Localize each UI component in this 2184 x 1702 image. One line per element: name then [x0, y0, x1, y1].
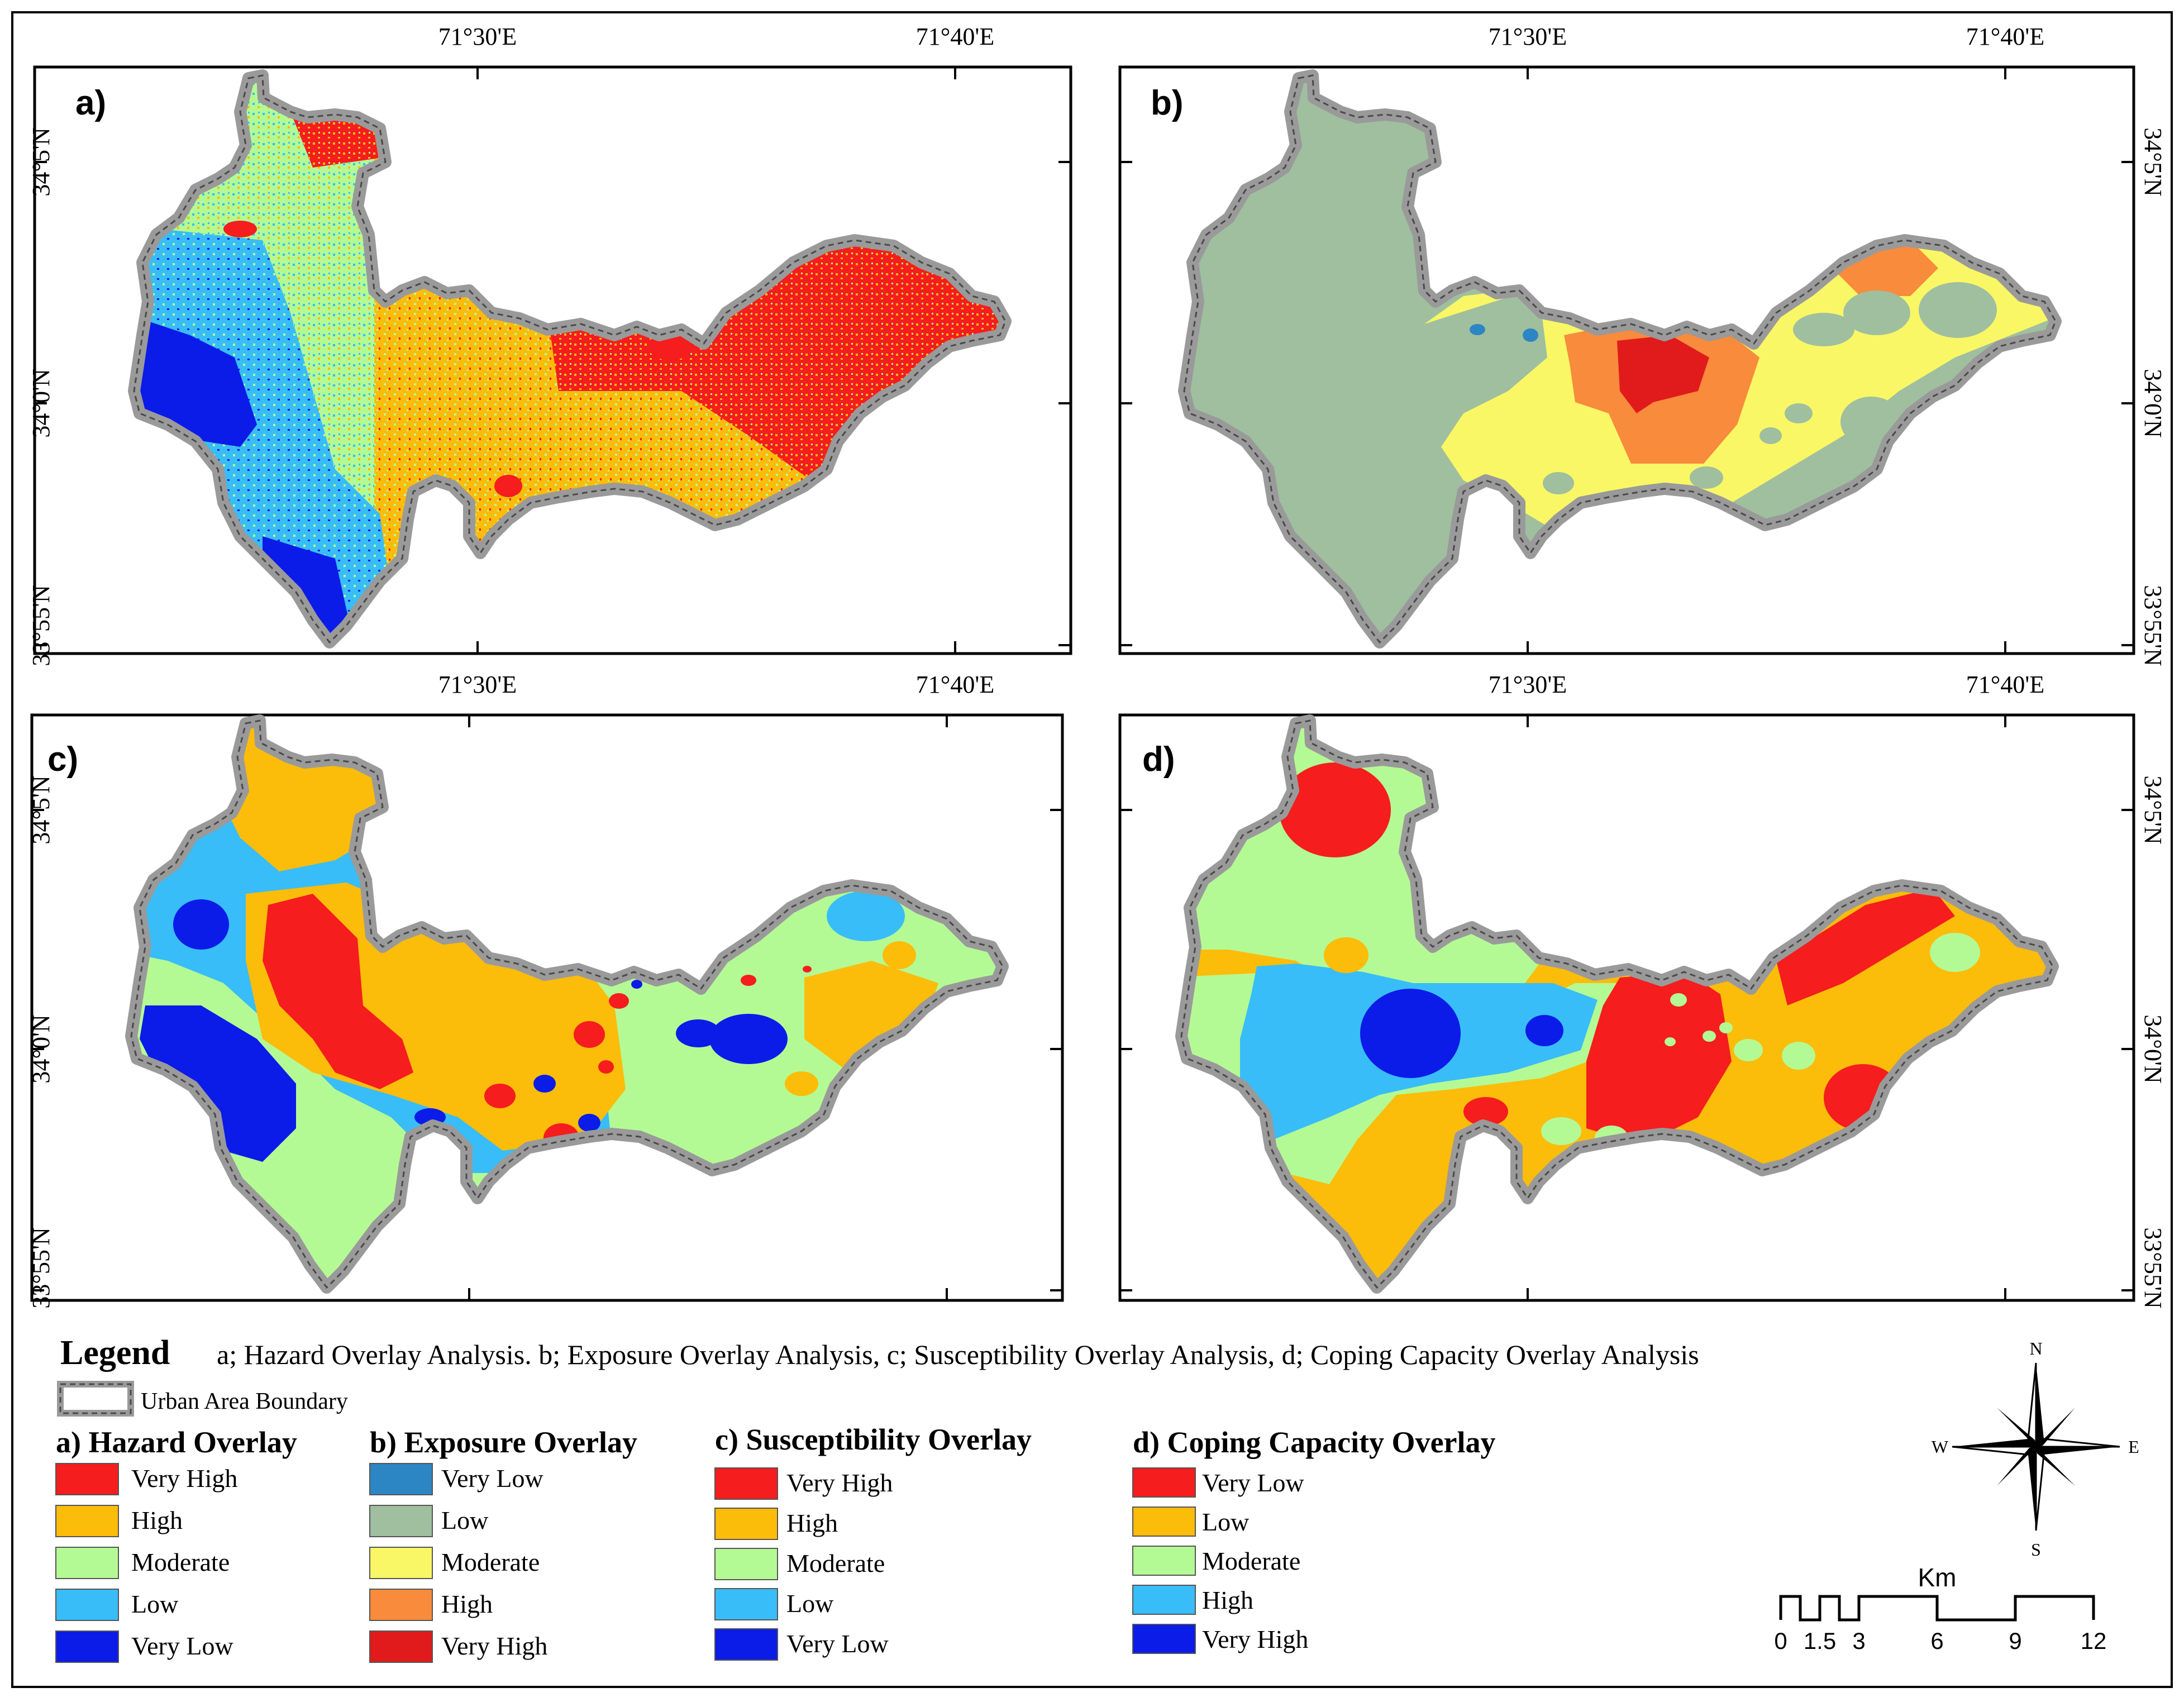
- legend-d-label-very-low: Very Low: [1202, 1469, 1304, 1497]
- scale-bar-line: [1779, 1595, 2095, 1622]
- lat-label-b-55: 33°55'N: [2139, 585, 2167, 666]
- lat-label-d-0: 34°0'N: [2139, 1014, 2167, 1083]
- legend-c-label-moderate: Moderate: [786, 1549, 885, 1577]
- legend-group-d-title: d) Coping Capacity Overlay: [1133, 1426, 1496, 1459]
- legend-a-label-very-high: Very High: [131, 1464, 237, 1493]
- legend-c-label-very-low: Very Low: [786, 1629, 889, 1658]
- legend-d-label-high: High: [1202, 1586, 1253, 1614]
- panel-a: a): [33, 65, 1072, 655]
- panel-b-label: b): [1151, 84, 1184, 122]
- scale-label-6: 6: [1930, 1628, 1943, 1654]
- compass-e: E: [2128, 1437, 2139, 1457]
- legend-title: Legend: [60, 1334, 170, 1372]
- legend-d-label-low: Low: [1202, 1508, 1250, 1536]
- scale-unit: Km: [1918, 1563, 1957, 1592]
- legend-c-swatch-very-high: [714, 1467, 778, 1500]
- compass-n: N: [2029, 1338, 2042, 1358]
- figure-frame: [11, 11, 2173, 1688]
- scale-label-0: 0: [1774, 1628, 1787, 1654]
- legend-c-swatch-low: [714, 1588, 778, 1620]
- legend: Legend a; Hazard Overlay Analysis. b; Ex…: [55, 1334, 1699, 1663]
- legend-a-swatch-very-high: [55, 1463, 119, 1495]
- legend-d-swatch-very-low: [1132, 1467, 1196, 1498]
- lat-label-a-0: 34°0'N: [27, 369, 55, 437]
- legend-a-swatch-low: [55, 1589, 119, 1621]
- lon-label-b-top-30: 71°30'E: [1489, 23, 1567, 50]
- lat-label-c-0: 34°0'N: [27, 1014, 55, 1083]
- legend-c-swatch-moderate: [714, 1548, 778, 1580]
- legend-d-label-moderate: Moderate: [1202, 1547, 1300, 1575]
- lat-label-b-5: 34°5'N: [2139, 127, 2167, 196]
- graticule-ticks: [32, 67, 2134, 1300]
- lat-label-b-0: 34°0'N: [2139, 369, 2167, 437]
- legend-b-swatch-very-low: [369, 1463, 433, 1495]
- legend-a-label-moderate: Moderate: [131, 1548, 230, 1576]
- lon-label-a-top-40: 71°40'E: [916, 23, 994, 50]
- legend-d-swatch-high: [1132, 1585, 1196, 1615]
- legend-group-b-title: b) Exposure Overlay: [370, 1426, 637, 1459]
- legend-c-label-high: High: [786, 1509, 838, 1537]
- panel-b: b): [1118, 65, 2135, 655]
- legend-a-swatch-very-low: [55, 1631, 119, 1663]
- coordinate-labels: 71°30'E 71°40'E 71°30'E 71°40'E 71°30'E …: [27, 23, 2167, 1309]
- lat-label-c-5: 34°5'N: [27, 775, 55, 844]
- legend-b-label-moderate: Moderate: [441, 1548, 540, 1576]
- lon-label-mid-a-40: 71°40'E: [916, 671, 994, 698]
- lon-label-mid-b-30: 71°30'E: [1489, 671, 1567, 698]
- legend-b-label-high: High: [441, 1590, 493, 1618]
- lon-label-a-top-30: 71°30'E: [438, 23, 517, 50]
- north-arrow-icon: N S E W: [1932, 1338, 2139, 1560]
- panel-a-label: a): [75, 84, 106, 122]
- legend-c-label-low: Low: [786, 1589, 834, 1618]
- urban-boundary-label: Urban Area Boundary: [141, 1389, 348, 1414]
- legend-b-swatch-low: [369, 1505, 433, 1537]
- legend-b-swatch-high: [369, 1589, 433, 1621]
- legend-b-label-very-high: Very High: [441, 1632, 547, 1660]
- legend-a-label-low: Low: [131, 1590, 179, 1618]
- lon-label-mid-a-30: 71°30'E: [438, 671, 517, 698]
- legend-d-label-very-high: Very High: [1202, 1625, 1308, 1653]
- compass-s: S: [2031, 1539, 2041, 1560]
- lat-label-a-55: 33°55'N: [27, 585, 55, 666]
- scale-label-12: 12: [2081, 1628, 2107, 1654]
- scale-label-9: 9: [2009, 1628, 2021, 1654]
- panel-c-label: c): [47, 740, 78, 779]
- lon-label-b-top-40: 71°40'E: [1966, 23, 2044, 50]
- lat-label-d-5: 34°5'N: [2139, 775, 2167, 844]
- lat-label-a-5: 34°5'N: [27, 127, 55, 196]
- panel-c: c): [30, 713, 1064, 1302]
- lat-label-c-55: 33°55'N: [27, 1227, 55, 1308]
- legend-a-label-very-low: Very Low: [131, 1632, 233, 1660]
- legend-b-label-very-low: Very Low: [441, 1464, 543, 1493]
- scale-bar: Km 0 1.5 3 6 9 12: [1774, 1563, 2106, 1654]
- legend-b-swatch-very-high: [369, 1631, 433, 1663]
- scale-label-1-5: 1.5: [1804, 1628, 1836, 1654]
- legend-a-swatch-moderate: [55, 1547, 119, 1579]
- legend-a-swatch-high: [55, 1505, 119, 1537]
- legend-group-a-title: a) Hazard Overlay: [56, 1426, 297, 1459]
- legend-d-swatch-moderate: [1132, 1546, 1196, 1576]
- lat-label-d-55: 33°55'N: [2139, 1227, 2167, 1308]
- legend-d-swatch-low: [1132, 1506, 1196, 1537]
- panel-d: d): [1118, 713, 2135, 1302]
- legend-c-label-very-high: Very High: [786, 1469, 893, 1497]
- scale-label-3: 3: [1852, 1628, 1865, 1654]
- legend-c-swatch-high: [714, 1508, 778, 1540]
- legend-group-c-title: c) Susceptibility Overlay: [715, 1423, 1032, 1456]
- legend-caption: a; Hazard Overlay Analysis. b; Exposure …: [217, 1339, 1699, 1370]
- panel-d-label: d): [1142, 740, 1175, 779]
- legend-a-label-high: High: [131, 1506, 183, 1534]
- legend-b-swatch-moderate: [369, 1547, 433, 1579]
- urban-boundary-swatch: [57, 1381, 134, 1417]
- lon-label-mid-b-40: 71°40'E: [1966, 671, 2044, 698]
- compass-w: W: [1932, 1437, 1949, 1457]
- legend-b-label-low: Low: [441, 1506, 489, 1534]
- legend-d-swatch-very-high: [1132, 1624, 1196, 1654]
- legend-c-swatch-very-low: [714, 1628, 778, 1661]
